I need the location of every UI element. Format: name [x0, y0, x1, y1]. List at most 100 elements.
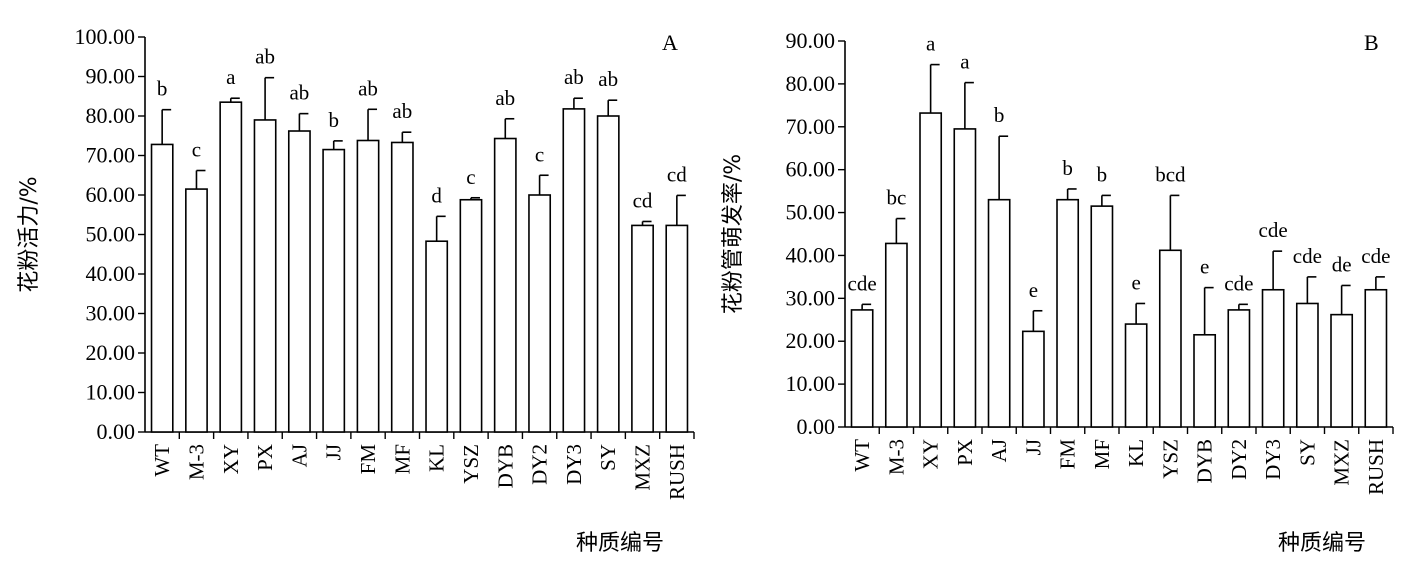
- bar-dy2: [528, 194, 552, 433]
- y-tick-label: 10.00: [786, 371, 836, 396]
- bar-wt: [150, 143, 174, 433]
- significance-label: b: [328, 108, 339, 132]
- bar-mf: [1090, 205, 1114, 428]
- significance-label: d: [431, 183, 442, 207]
- category-label: DY2: [528, 444, 552, 485]
- category-label: AJ: [287, 444, 311, 467]
- category-label: MF: [390, 444, 414, 474]
- y-tick-label: 80.00: [86, 103, 136, 128]
- y-tick-label: 0.00: [797, 414, 836, 439]
- category-label: WT: [850, 439, 874, 472]
- significance-label: bc: [886, 186, 906, 210]
- significance-label: ab: [358, 76, 378, 100]
- bar-m-3: [185, 188, 208, 433]
- y-tick-label: 10.00: [86, 380, 136, 405]
- significance-label: cde: [1293, 244, 1322, 268]
- significance-label: b: [994, 103, 1005, 127]
- significance-label: ab: [289, 81, 309, 105]
- category-label: YSZ: [1158, 439, 1182, 479]
- bar-rush: [665, 224, 689, 433]
- significance-label: ab: [598, 67, 618, 91]
- y-tick-label: 100.00: [75, 24, 136, 49]
- category-label: MF: [1090, 439, 1114, 469]
- category-label: JJ: [322, 444, 346, 460]
- bar-kl: [1124, 323, 1148, 428]
- category-label: KL: [1124, 439, 1148, 467]
- bar-xy: [919, 112, 943, 428]
- category-label: YSZ: [459, 444, 483, 484]
- significance-label: b: [1097, 162, 1108, 186]
- bar-m-3: [884, 242, 908, 428]
- y-axis-title: 花粉管萌发率/%: [721, 154, 746, 314]
- bar-px: [953, 128, 977, 428]
- category-label: M-3: [884, 439, 908, 475]
- significance-label: ab: [495, 86, 515, 110]
- significance-label: e: [1200, 255, 1209, 279]
- y-tick-label: 90.00: [786, 28, 836, 53]
- category-label: MXZ: [631, 444, 655, 491]
- y-tick-label: 40.00: [86, 261, 136, 286]
- bar-dyb: [1193, 333, 1217, 428]
- y-tick-label: 50.00: [786, 200, 836, 225]
- panel-label: A: [662, 30, 678, 55]
- category-label: DY3: [1261, 439, 1285, 480]
- significance-label: cde: [848, 271, 877, 295]
- bar-ysz: [1158, 249, 1182, 428]
- category-label: DY3: [562, 444, 586, 485]
- bar-fm: [356, 139, 380, 433]
- category-label: XY: [919, 439, 943, 469]
- y-tick-label: 80.00: [786, 71, 836, 96]
- y-tick-label: 20.00: [786, 328, 836, 353]
- category-label: DYB: [493, 444, 517, 488]
- significance-label: e: [1131, 270, 1140, 294]
- significance-label: c: [192, 138, 201, 162]
- y-tick-label: 20.00: [86, 340, 136, 365]
- bar-wt: [850, 309, 874, 428]
- category-label: AJ: [987, 439, 1011, 462]
- category-label: KL: [425, 444, 449, 472]
- significance-label: bcd: [1155, 162, 1186, 186]
- y-tick-label: 40.00: [786, 242, 836, 267]
- bar-mf: [390, 141, 414, 433]
- y-tick-label: 70.00: [786, 114, 836, 139]
- y-tick-label: 50.00: [86, 222, 136, 247]
- significance-label: a: [960, 50, 970, 74]
- significance-label: cde: [1259, 218, 1288, 242]
- significance-label: cde: [1224, 271, 1253, 295]
- category-label: RUSH: [1364, 439, 1388, 495]
- significance-label: a: [926, 32, 936, 56]
- bar-jj: [1021, 330, 1045, 428]
- significance-label: ab: [255, 45, 275, 69]
- bar-aj: [987, 198, 1011, 428]
- x-axis-title: 种质编号: [576, 531, 664, 556]
- significance-label: c: [466, 165, 475, 189]
- category-label: M-3: [184, 444, 208, 480]
- significance-label: cd: [667, 162, 687, 186]
- category-label: RUSH: [665, 444, 689, 500]
- bar-mxz: [631, 224, 654, 433]
- bar-dy3: [1261, 288, 1285, 428]
- bar-aj: [287, 130, 311, 433]
- category-label: DY2: [1227, 439, 1251, 480]
- category-label: DYB: [1193, 439, 1217, 483]
- y-tick-label: 0.00: [97, 419, 136, 444]
- significance-label: a: [226, 65, 236, 89]
- significance-label: c: [535, 142, 544, 166]
- y-tick-label: 30.00: [786, 285, 836, 310]
- bar-sy: [1295, 302, 1319, 428]
- bar-dyb: [493, 137, 517, 433]
- significance-label: ab: [392, 99, 412, 123]
- category-label: FM: [356, 444, 380, 475]
- bar-kl: [425, 240, 449, 433]
- significance-label: b: [1062, 156, 1073, 180]
- y-tick-label: 60.00: [786, 157, 836, 182]
- y-tick-label: 90.00: [86, 64, 136, 89]
- bar-mxz: [1330, 313, 1354, 428]
- y-tick-label: 70.00: [86, 143, 136, 168]
- significance-label: cde: [1361, 244, 1390, 268]
- significance-label: cd: [633, 188, 653, 212]
- significance-label: e: [1029, 278, 1038, 302]
- category-label: FM: [1056, 439, 1080, 470]
- bar-rush: [1364, 288, 1388, 428]
- category-label: JJ: [1021, 439, 1045, 455]
